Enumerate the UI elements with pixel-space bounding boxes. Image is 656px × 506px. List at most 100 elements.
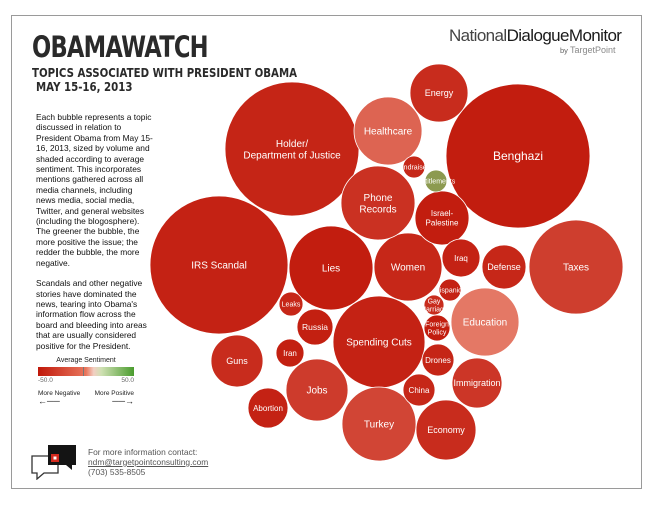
bubble-circle-leaks <box>278 291 304 317</box>
bubble-china: China <box>402 373 436 407</box>
page-title: OBAMAWATCH <box>32 30 209 64</box>
bubble-jobs: Jobs <box>285 358 349 422</box>
brand-byline: by TargetPoint <box>560 45 616 55</box>
bubble-phone-records: Phone Records <box>340 165 416 241</box>
bubble-label-benghazi: Benghazi <box>493 149 543 163</box>
description-paragraph-2: Scandals and other negative stories have… <box>36 278 147 351</box>
bubble-circle-turkey <box>341 386 417 462</box>
bubble-circle-healthcare <box>353 96 423 166</box>
legend-negative-label: More Negative <box>38 390 81 397</box>
bubble-label-drones: Drones <box>425 356 451 365</box>
description-paragraph-1: Each bubble represents a topic discussed… <box>36 112 153 268</box>
brand-by: by <box>560 46 568 55</box>
bubble-circle-benghazi <box>445 83 591 229</box>
bubble-label-defense: Defense <box>487 262 521 272</box>
bubble-hispanics: Hispanics <box>435 278 466 302</box>
bubble-circle-irs-scandal <box>149 195 289 335</box>
brand-name-part1: National <box>449 26 507 45</box>
bubble-immigration: Immigration <box>451 357 503 409</box>
bubble-label-foreign-policy: Foreign Policy <box>425 321 449 336</box>
bubble-circle-israel-palestine <box>414 190 470 246</box>
bubble-spending-cuts: Spending Cuts <box>332 295 426 389</box>
bubble-label-women: Women <box>391 263 425 274</box>
bubble-fundraisers: Fundraisers <box>396 155 433 179</box>
bubble-guns: Guns <box>210 334 264 388</box>
bubble-lies: Lies <box>288 225 374 311</box>
bubble-foreign-policy: Foreign Policy <box>423 314 451 342</box>
bubble-circle-taxes <box>528 219 624 315</box>
bubble-circle-immigration <box>451 357 503 409</box>
arrow-right-icon: ──→ <box>112 396 134 406</box>
contact-phone: (703) 535-8505 <box>88 467 146 477</box>
bubble-circle-fundraisers <box>402 155 426 179</box>
bubble-label-turkey: Turkey <box>364 420 394 431</box>
bubble-label-abortion: Abortion <box>253 404 283 413</box>
bubble-label-lies: Lies <box>322 264 340 275</box>
bubble-circle-iraq <box>441 238 481 278</box>
bubble-circle-china <box>402 373 436 407</box>
bubble-iran: Iran <box>275 338 305 368</box>
bubble-iraq: Iraq <box>441 238 481 278</box>
legend-max-label: 50.0 <box>121 377 134 384</box>
bubble-label-hispanics: Hispanics <box>435 287 466 294</box>
description: Each bubble represents a topic discussed… <box>36 112 154 361</box>
bubble-label-taxes: Taxes <box>563 263 589 274</box>
bubble-label-china: China <box>409 386 430 395</box>
bubble-label-guns: Guns <box>226 356 248 366</box>
infographic-frame <box>11 15 642 489</box>
bubble-label-russia: Russia <box>302 322 328 332</box>
contact-info: For more information contact: ndm@target… <box>88 447 208 477</box>
bubble-education: Education <box>450 287 520 357</box>
bubble-circle-foreign-policy <box>423 314 451 342</box>
bubble-circle-women <box>373 232 443 302</box>
bubble-russia: Russia <box>296 308 334 346</box>
bubble-circle-gay-marriage <box>423 294 445 316</box>
bubble-drones: Drones <box>421 343 455 377</box>
bubble-label-healthcare: Healthcare <box>364 127 413 138</box>
bubble-label-gay-marriage: Gay Marriage <box>420 298 448 313</box>
bubble-israel-palestine: Israel-Palestine <box>414 190 470 246</box>
bubble-circle-abortion <box>247 387 289 429</box>
legend-zero-mark <box>83 367 84 376</box>
bubble-label-fundraisers: Fundraisers <box>396 164 433 171</box>
bubble-label-education: Education <box>463 318 507 329</box>
contact-email-link[interactable]: ndm@targetpointconsulting.com <box>88 457 209 467</box>
legend-positive-label: More Positive <box>94 390 134 397</box>
bubble-label-energy: Energy <box>425 88 454 98</box>
bubble-women: Women <box>373 232 443 302</box>
bubble-circle-lies <box>288 225 374 311</box>
bubble-defense: Defense <box>481 244 527 290</box>
bubble-circle-russia <box>296 308 334 346</box>
bubble-economy: Economy <box>415 399 477 461</box>
bubble-holder-department-of-justice: Holder/Department of Justice <box>224 81 360 217</box>
arrow-left-icon: ←── <box>38 396 60 406</box>
bubble-label-jobs: Jobs <box>306 386 327 397</box>
sentiment-legend: Average Sentiment -50.0 50.0 More Negati… <box>38 357 134 406</box>
legend-title: Average Sentiment <box>56 357 116 364</box>
bubble-label-holder-department-of-justice: Holder/Department of Justice <box>243 139 341 162</box>
bubble-energy: Energy <box>409 63 469 123</box>
legend-gradient-bar <box>38 367 134 376</box>
bubble-gay-marriage: Gay Marriage <box>420 294 448 316</box>
bubble-leaks: Leaks <box>278 291 304 317</box>
bubble-label-phone-records: Phone Records <box>359 193 396 216</box>
bubble-taxes: Taxes <box>528 219 624 315</box>
bubble-turkey: Turkey <box>341 386 417 462</box>
bubble-circle-entitlements <box>424 169 448 193</box>
bubble-abortion: Abortion <box>247 387 289 429</box>
bubble-circle-defense <box>481 244 527 290</box>
bubble-label-iraq: Iraq <box>454 254 468 263</box>
bubble-circle-energy <box>409 63 469 123</box>
bubble-label-israel-palestine: Israel-Palestine <box>426 209 459 227</box>
page-subtitle: TOPICS ASSOCIATED WITH PRESIDENT OBAMA <box>32 66 298 80</box>
bubble-label-entitlements: Entitlements <box>417 178 456 185</box>
bubble-label-economy: Economy <box>427 425 465 435</box>
date-range: MAY 15-16, 2013 <box>36 80 133 94</box>
brand-name-part2: DialogueMonitor <box>506 26 622 45</box>
bubble-label-spending-cuts: Spending Cuts <box>346 338 412 349</box>
bubble-benghazi: Benghazi <box>445 83 591 229</box>
bubble-label-iran: Iran <box>283 349 297 358</box>
bubble-circle-iran <box>275 338 305 368</box>
contact-heading: For more information contact: <box>88 447 198 457</box>
bubble-label-irs-scandal: IRS Scandal <box>191 261 247 272</box>
